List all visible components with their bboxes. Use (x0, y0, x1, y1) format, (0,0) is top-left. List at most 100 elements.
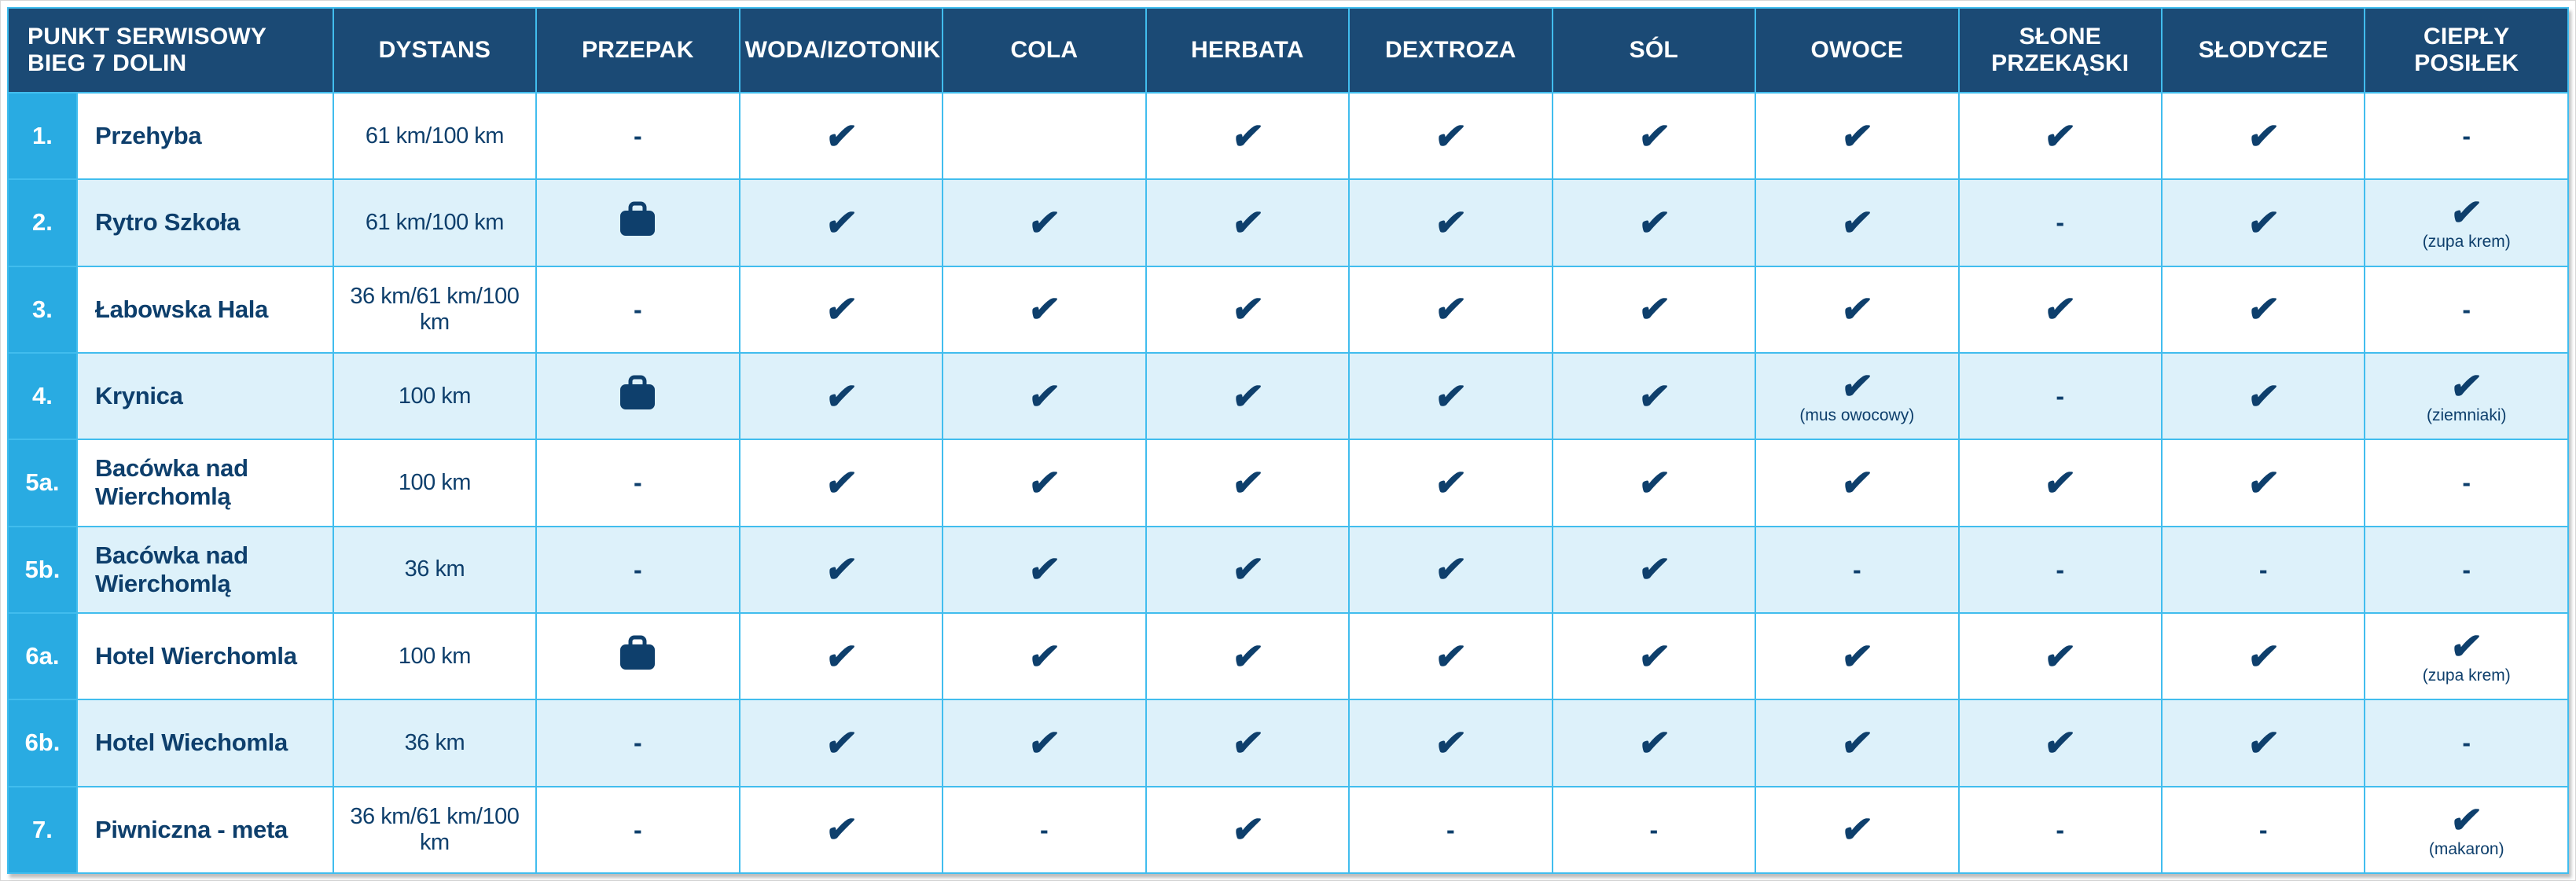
cell-herbata: ✔ (1145, 178, 1350, 267)
dash-mark: - (1040, 815, 1049, 844)
dash-mark: - (2462, 122, 2471, 151)
cell-cieply-posilek: ✔ (zupa krem) (2364, 611, 2569, 701)
service-point-name: Piwniczna - meta (75, 785, 334, 875)
cell-cieply-posilek: ✔ (ziemniaki) (2364, 351, 2569, 441)
cell-cieply-posilek: ✔ (makaron) (2364, 785, 2569, 875)
check-icon: ✔ (1635, 549, 1673, 590)
check-icon: ✔ (1635, 288, 1673, 330)
table-row: 2. Rytro Szkoła 61 km/100 km ✔ ✔ ✔ ✔ ✔ ✔ - ✔ ✔ (zupa… (7, 178, 2569, 267)
row-number: 6a. (7, 611, 78, 701)
dash-mark: - (2462, 729, 2471, 758)
cell-slone-przekaski: ✔ (1957, 699, 2163, 787)
cell-owoce: ✔ (1755, 699, 1960, 787)
check-icon: ✔ (2244, 635, 2282, 677)
dash-mark: - (2056, 208, 2065, 237)
check-icon: ✔ (1431, 115, 1469, 156)
cell-note: (makaron) (2428, 839, 2504, 858)
check-icon: ✔ (1635, 461, 1673, 503)
check-icon: ✔ (1838, 288, 1876, 330)
cell-sol: ✔ (1551, 699, 1757, 787)
dash-mark: - (2258, 555, 2268, 584)
cell-cola: ✔ (942, 439, 1147, 527)
check-icon: ✔ (2244, 288, 2282, 330)
check-icon: ✔ (2448, 626, 2486, 667)
check-icon: ✔ (1025, 549, 1063, 590)
cell-przepak: - (535, 91, 740, 181)
service-point-name: Bacówka nad Wierchomlą (75, 439, 334, 527)
cell-woda-izotonik: ✔ (738, 611, 944, 701)
cell-cieply-posilek: - (2364, 699, 2569, 787)
row-number: 6b. (7, 699, 78, 787)
cell-owoce: ✔ (1755, 265, 1960, 354)
column-header-herbata: HERBATA (1145, 7, 1350, 94)
service-point-name: Łabowska Hala (75, 265, 334, 354)
cell-owoce: - (1755, 525, 1960, 614)
cell-note: (zupa krem) (2422, 233, 2511, 251)
check-icon: ✔ (822, 809, 860, 850)
cell-woda-izotonik: ✔ (738, 785, 944, 875)
cell-slodycze: ✔ (2160, 439, 2366, 527)
distance-value: 100 km (332, 439, 538, 527)
cell-sol: - (1551, 785, 1757, 875)
check-icon: ✔ (1229, 635, 1266, 677)
check-icon: ✔ (822, 288, 860, 330)
drop-bag-icon (618, 375, 657, 411)
check-icon: ✔ (822, 115, 860, 156)
dash-mark: - (634, 122, 642, 151)
table-row: 1. Przehyba 61 km/100 km - ✔ ✔ ✔ ✔ ✔ ✔ ✔ - (7, 91, 2569, 181)
cell-slodycze: - (2160, 785, 2366, 875)
check-icon: ✔ (1025, 201, 1063, 243)
check-icon: ✔ (1635, 375, 1673, 417)
row-number: 1. (7, 91, 78, 181)
cell-herbata: ✔ (1145, 265, 1350, 354)
table-header-row: PUNKT SERWISOWY BIEG 7 DOLIN DYSTANS PRZEP… (7, 7, 2569, 94)
distance-value: 36 km/61 km/100 km (332, 785, 538, 875)
check-icon: ✔ (1838, 461, 1876, 503)
cell-przepak: - (535, 785, 740, 875)
cell-cola: ✔ (942, 178, 1147, 267)
cell-slone-przekaski: - (1957, 351, 2163, 441)
cell-cieply-posilek: ✔ (zupa krem) (2364, 178, 2569, 267)
cell-dextroza: ✔ (1348, 265, 1553, 354)
service-point-name: Hotel Wiechomla (75, 699, 334, 787)
cell-sol: ✔ (1551, 91, 1757, 181)
cell-sol: ✔ (1551, 351, 1757, 441)
distance-value: 36 km/61 km/100 km (332, 265, 538, 354)
cell-slodycze: ✔ (2160, 265, 2366, 354)
cell-slone-przekaski: - (1957, 178, 2163, 267)
check-icon: ✔ (1025, 635, 1063, 677)
cell-woda-izotonik: ✔ (738, 439, 944, 527)
column-header-dextroza: DEXTROZA (1348, 7, 1553, 94)
cell-slodycze: ✔ (2160, 699, 2366, 787)
check-icon: ✔ (1431, 288, 1469, 330)
distance-value: 100 km (332, 611, 538, 701)
cell-cola: - (942, 785, 1147, 875)
cell-cola: ✔ (942, 611, 1147, 701)
dash-mark: - (1852, 555, 1861, 584)
check-icon: ✔ (1431, 635, 1469, 677)
dash-mark: - (634, 295, 642, 324)
check-icon: ✔ (2244, 721, 2282, 763)
check-icon: ✔ (1229, 375, 1266, 417)
row-number: 7. (7, 785, 78, 875)
check-icon: ✔ (1229, 721, 1266, 763)
cell-slodycze: - (2160, 525, 2366, 614)
cell-sol: ✔ (1551, 178, 1757, 267)
check-icon: ✔ (1229, 201, 1266, 243)
cell-sol: ✔ (1551, 525, 1757, 614)
cell-przepak: - (535, 265, 740, 354)
dash-mark: - (2056, 555, 2065, 584)
check-icon: ✔ (1025, 375, 1063, 417)
cell-cola: ✔ (942, 699, 1147, 787)
dash-mark: - (2462, 295, 2471, 324)
cell-przepak (535, 178, 740, 267)
column-header-owoce: OWOCE (1755, 7, 1960, 94)
cell-owoce: ✔ (1755, 439, 1960, 527)
check-icon: ✔ (1431, 201, 1469, 243)
cell-herbata: ✔ (1145, 611, 1350, 701)
cell-slodycze: ✔ (2160, 91, 2366, 181)
check-icon: ✔ (2448, 365, 2486, 407)
column-header-woda-izotonik: WODA/IZOTONIK (738, 7, 944, 94)
check-icon: ✔ (822, 549, 860, 590)
check-icon: ✔ (1229, 115, 1266, 156)
